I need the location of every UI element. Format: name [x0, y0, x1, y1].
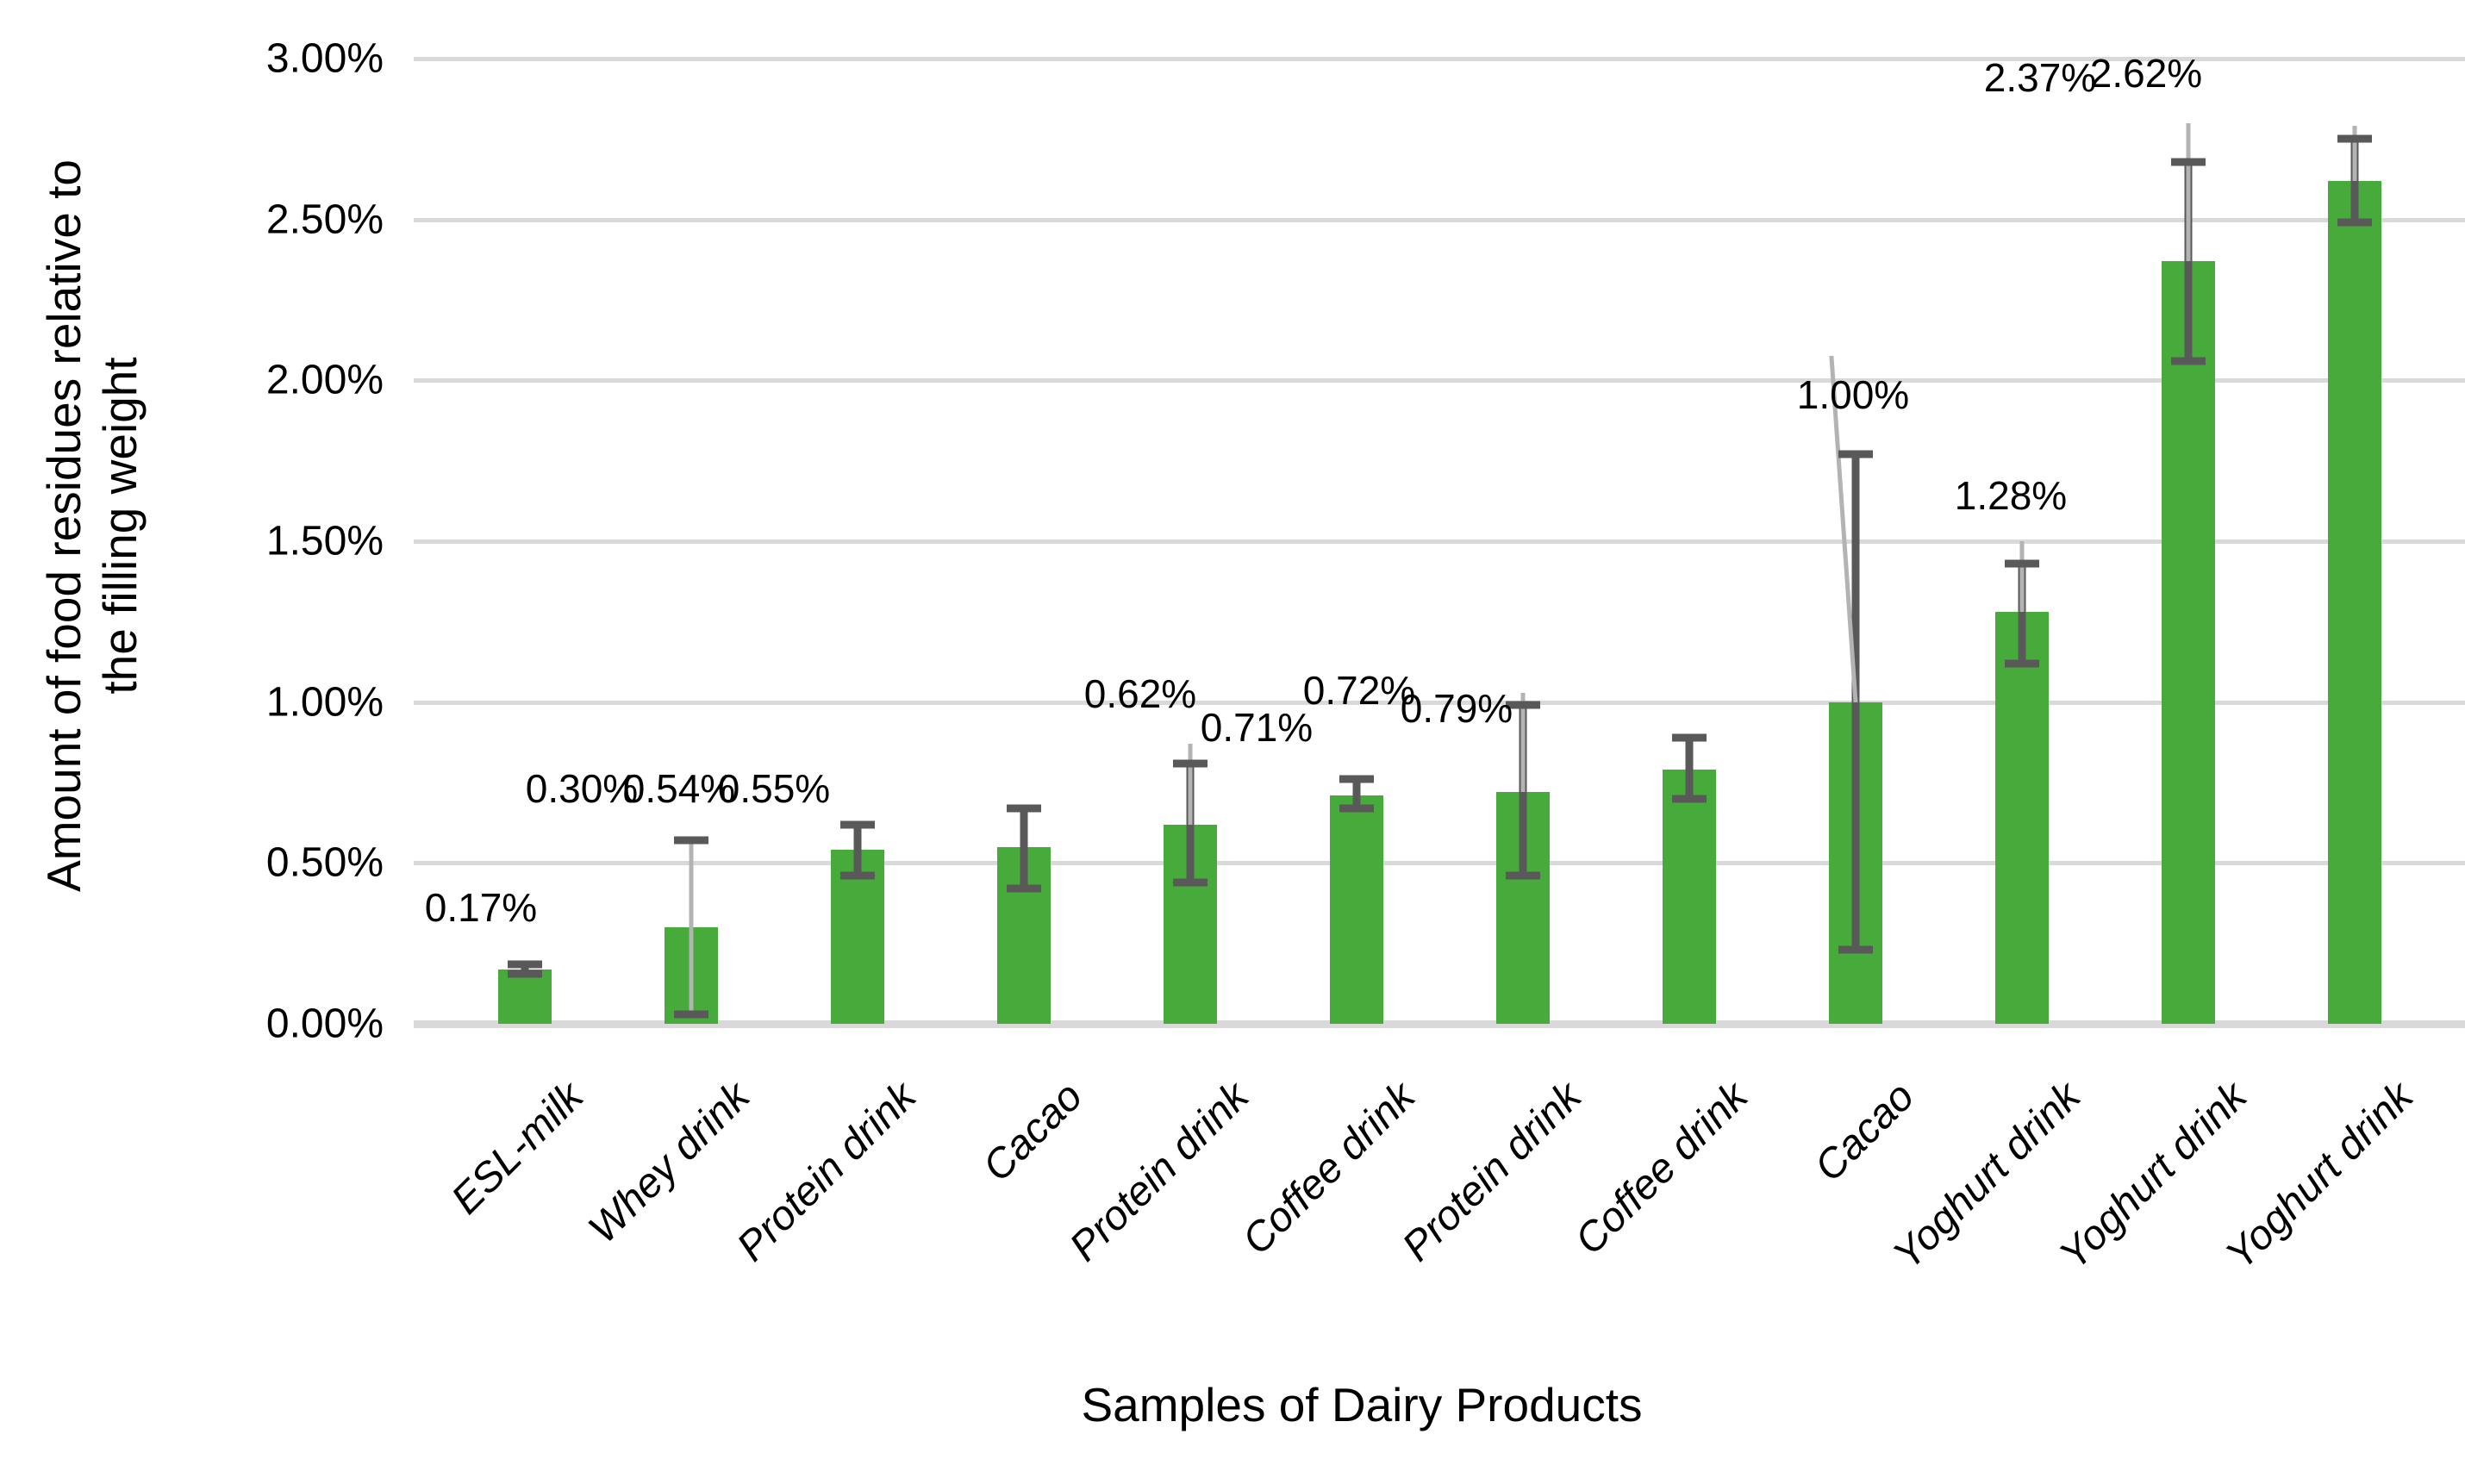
- data-label: 0.79%: [1400, 686, 1513, 731]
- error-bar-cap-top: [1173, 759, 1208, 768]
- x-axis-title: Samples of Dairy Products: [1081, 1378, 1643, 1431]
- error-bar-cap-bottom: [1339, 804, 1374, 813]
- error-bar-cap-top: [1672, 733, 1707, 742]
- error-bar-stem: [1685, 737, 1694, 799]
- error-bar-stem: [1352, 779, 1361, 808]
- error-bar-cap-top: [2005, 559, 2039, 568]
- error-bar-cap-top: [1007, 804, 1041, 813]
- y-axis-tick-label: 1.00%: [265, 679, 384, 726]
- y-axis-tick-label: 3.00%: [265, 35, 384, 82]
- bar: [1995, 612, 2049, 1024]
- y-axis-tick-label: 2.50%: [265, 196, 384, 243]
- gridline: [414, 700, 2465, 705]
- error-bar-cap-top: [508, 960, 542, 969]
- error-bar-cap-top: [1339, 775, 1374, 783]
- data-label: 2.37%: [1983, 55, 2097, 100]
- bar: [498, 969, 552, 1024]
- bar: [1330, 795, 1383, 1024]
- error-bar-cap-bottom: [2005, 659, 2039, 668]
- error-bar-cap-bottom: [1838, 945, 1873, 954]
- y-axis-tick-label: 1.50%: [265, 518, 384, 564]
- data-label: 0.72%: [1302, 668, 1416, 713]
- label-leader-line: [1520, 692, 1526, 793]
- error-bar-stem: [2350, 139, 2359, 223]
- error-bar-cap-bottom: [674, 1010, 708, 1019]
- error-bar-stem: [2018, 564, 2026, 664]
- error-bar-cap-bottom: [1007, 884, 1041, 893]
- error-bar-cap-bottom: [840, 871, 875, 880]
- data-label: 0.71%: [1200, 705, 1314, 750]
- gridline: [414, 539, 2465, 545]
- error-bar-stem: [1020, 807, 1028, 889]
- gridline: [414, 217, 2465, 222]
- error-bar-cap-top: [2171, 158, 2206, 166]
- data-label: 1.28%: [1954, 473, 2068, 518]
- data-label: 0.62%: [1083, 671, 1197, 716]
- error-bar-cap-top: [840, 820, 875, 829]
- x-axis-line: [414, 1020, 2465, 1028]
- bar: [2328, 180, 2381, 1024]
- error-bar-stem: [853, 824, 862, 876]
- label-leader-line: [2352, 126, 2357, 181]
- label-leader-line: [2186, 122, 2191, 262]
- error-bar-cap-top: [1506, 701, 1540, 709]
- error-bar-cap-bottom: [1506, 871, 1540, 880]
- y-axis-title-line1: Amount of food residues relative to: [37, 159, 91, 892]
- error-bar-cap-top: [674, 836, 708, 845]
- error-bar-cap-bottom: [2171, 357, 2206, 365]
- gridline: [414, 378, 2465, 383]
- y-axis-title-line2: the filling weight: [93, 357, 147, 695]
- data-label: 2.62%: [2089, 51, 2203, 96]
- error-bar-cap-bottom: [508, 970, 542, 978]
- y-axis-tick-label: 2.00%: [265, 357, 384, 403]
- error-bar-cap-bottom: [2337, 218, 2372, 227]
- label-leader-line: [1188, 744, 1193, 825]
- error-bar-cap-top: [2337, 134, 2372, 143]
- error-bar-cap-top: [1838, 450, 1873, 458]
- gridline: [414, 57, 2465, 62]
- bar: [2162, 261, 2215, 1024]
- data-label: 0.54%: [622, 766, 736, 811]
- data-label: 0.30%: [525, 766, 639, 811]
- error-bar-cap-bottom: [1672, 795, 1707, 803]
- data-label: 0.55%: [717, 766, 831, 811]
- y-axis-tick-label: 0.50%: [265, 839, 384, 886]
- data-label: 1.00%: [1796, 372, 1910, 417]
- y-axis-tick-label: 0.00%: [265, 1001, 384, 1047]
- error-bar-stem: [689, 840, 694, 1014]
- gridline: [414, 861, 2465, 866]
- label-leader-line: [2019, 541, 2025, 613]
- y-axis-title: Amount of food residues relative to the …: [36, 0, 148, 1103]
- data-label: 0.17%: [424, 885, 538, 930]
- error-bar-stem: [2184, 161, 2193, 361]
- error-bar-cap-bottom: [1173, 878, 1208, 887]
- bar: [1663, 770, 1716, 1024]
- error-bar-stem: [521, 963, 529, 975]
